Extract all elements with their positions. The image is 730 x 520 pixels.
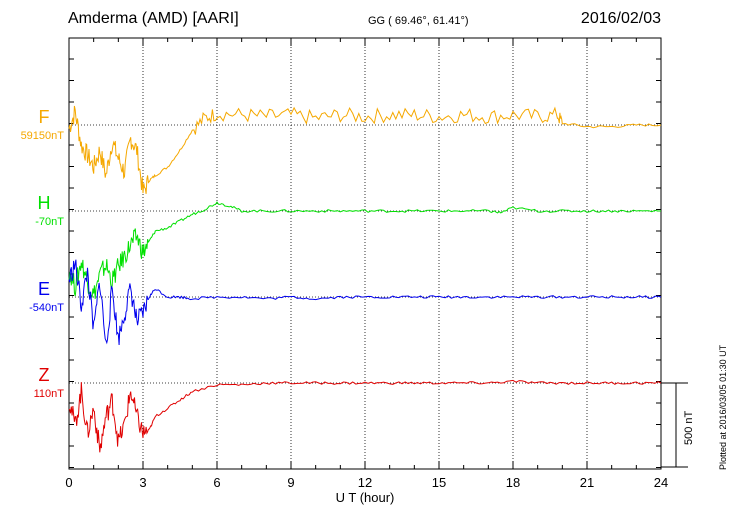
plotted-note: Plotted at 2016/03/05 01:30 UT (718, 344, 728, 470)
series-label-h: H (38, 193, 51, 213)
series-line-f (68, 105, 662, 194)
x-tick-label: 15 (432, 475, 446, 490)
x-tick-label: 24 (654, 475, 668, 490)
series-line-h (68, 201, 661, 299)
series-line-z (68, 379, 662, 453)
x-axis-label: U T (hour) (336, 490, 395, 505)
series-label-f: F (39, 107, 50, 127)
x-tick-label: 3 (139, 475, 146, 490)
scale-bar-label: 500 nT (683, 410, 695, 445)
series-baseline-e: -540nT (29, 302, 64, 314)
series-label-z: Z (39, 365, 50, 385)
series-baseline-h: -70nT (35, 216, 64, 228)
x-tick-label: 0 (65, 475, 72, 490)
series-baseline-f: 59150nT (21, 130, 65, 142)
date-label: 2016/02/03 (580, 10, 661, 27)
x-tick-label: 12 (358, 475, 372, 490)
station-title: Amderma (AMD) [AARI] (68, 10, 239, 27)
series-line-e (68, 259, 662, 346)
x-tick-label: 9 (287, 475, 294, 490)
coordinates-label: GG ( 69.46°, 61.41°) (368, 15, 469, 27)
x-tick-label: 18 (506, 475, 520, 490)
series-label-e: E (38, 279, 50, 299)
x-tick-label: 21 (580, 475, 594, 490)
series-baseline-z: 110nT (34, 388, 65, 400)
x-tick-label: 6 (213, 475, 220, 490)
